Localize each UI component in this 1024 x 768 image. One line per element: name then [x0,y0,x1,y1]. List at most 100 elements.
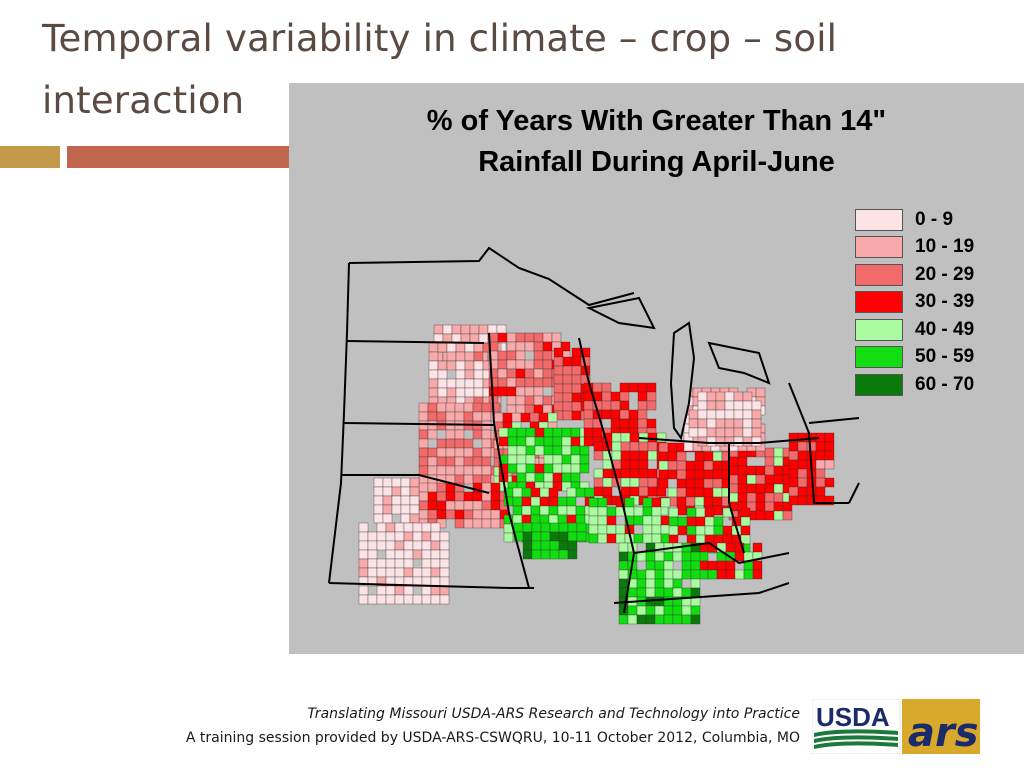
county-cell [549,540,560,551]
county-cell [394,522,405,533]
county-cell [733,427,744,438]
county-cell [601,391,612,402]
county-cell [597,515,608,526]
county-cell [558,549,569,560]
county-cell [385,567,396,578]
county-cell [660,524,671,535]
county-cell [681,587,692,598]
county-cell [647,432,658,443]
county-cell [602,477,613,488]
county-cell [752,560,763,571]
county-cell [698,551,709,562]
county-cell [734,551,745,562]
county-cell [522,522,533,533]
county-cell [421,585,432,596]
county-cell [427,491,438,502]
county-cell [663,587,674,598]
county-cell [611,432,622,443]
county-cell [385,540,396,551]
county-cell [543,463,554,474]
county-cell [394,558,405,569]
county-cell [764,483,775,494]
county-cell [561,454,572,465]
county-cell [667,451,678,462]
county-cell [490,482,501,493]
county-cell [534,427,545,438]
county-cell [742,418,753,429]
county-cell [722,525,733,536]
county-cell [638,450,649,461]
county-cell [647,477,658,488]
county-cell [473,351,484,362]
county-cell [697,409,708,420]
legend-label: 0 - 9 [915,208,954,230]
county-cell [797,432,808,443]
county-cell [427,500,438,511]
county-cell [773,510,784,521]
county-cell [506,368,517,379]
state-boundary [578,337,636,614]
county-cell [463,509,474,520]
county-cell [606,533,617,544]
county-cell [724,400,735,411]
county-cell [654,551,665,562]
county-cell [694,469,705,480]
county-cell [503,532,514,543]
county-cell [646,400,657,411]
county-cell [558,540,569,551]
county-cell [445,465,456,476]
county-cell [676,496,687,507]
county-cell [533,341,544,352]
county-cell [430,522,441,533]
county-cell [752,569,763,580]
county-cell [515,332,526,343]
county-cell [667,460,678,471]
county-cell [681,605,692,616]
county-cell [637,418,648,429]
county-cell [481,500,492,511]
county-cell [636,578,647,589]
county-cell [472,429,483,440]
county-cell [685,487,696,498]
county-cell [706,418,717,429]
county-cell [562,401,573,412]
state-boundary [728,443,745,554]
county-cell [688,427,699,438]
county-cell [436,402,447,413]
county-cell [512,514,523,525]
county-cell [733,391,744,402]
county-cell [588,533,599,544]
county-cell [773,447,784,458]
footer-line-1: Translating Missouri USDA-ARS Research a… [307,706,800,722]
county-cell [507,454,518,465]
county-cell [602,459,613,470]
county-cell [524,368,535,379]
county-cell [436,482,447,493]
county-cell [445,420,456,431]
slide-footer: Translating Missouri USDA-ARS Research a… [186,702,800,750]
county-cell [629,486,640,497]
county-cell [627,587,638,598]
county-cell [610,418,621,429]
county-cell [507,445,518,456]
county-cell [481,518,492,529]
county-cell [663,614,674,625]
county-cell [566,514,577,525]
legend-label: 40 - 49 [915,318,975,340]
county-cell [557,496,568,507]
county-cell [430,558,441,569]
county-cell [521,505,532,516]
county-cell [512,505,523,516]
county-cells [358,324,835,625]
county-cell [601,409,612,420]
county-cell [593,477,604,488]
county-cell [553,347,564,358]
county-cell [663,569,674,580]
county-cell [558,531,569,542]
county-cell [516,427,527,438]
county-cell [455,351,466,362]
county-cell [571,383,582,394]
county-cell [524,359,535,370]
county-cell [619,382,630,393]
county-cell [409,486,420,497]
